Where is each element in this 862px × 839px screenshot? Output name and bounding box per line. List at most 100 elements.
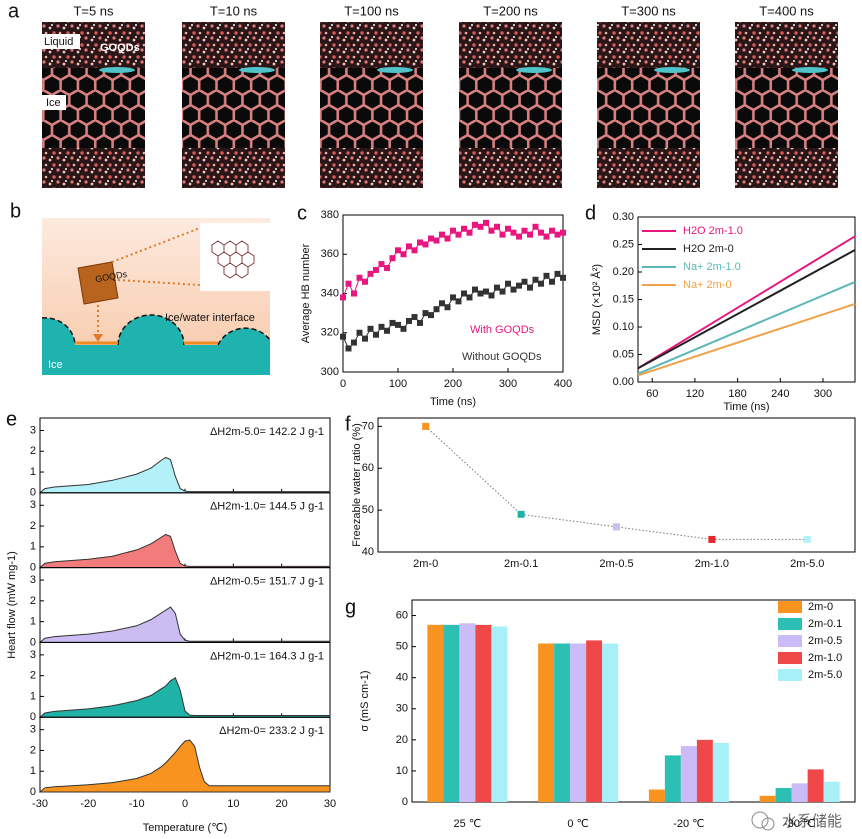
panel-letter: a [8, 0, 20, 22]
liquid-region [320, 148, 423, 188]
data-point [477, 290, 484, 297]
data-point [494, 284, 500, 291]
bar [664, 755, 681, 802]
interface-label: Ice/water interface [165, 312, 255, 324]
x-tick-label: 400 [554, 378, 572, 390]
y-tick-label: 2 [30, 670, 36, 682]
legend-swatch [778, 669, 802, 681]
dsc-curve [38, 676, 331, 718]
bar [759, 795, 776, 802]
y-tick-label: 340 [321, 287, 339, 299]
data-point [444, 235, 451, 242]
data-point [400, 325, 407, 332]
dsc-curve [38, 533, 331, 569]
data-point [373, 331, 379, 338]
y-tick-label: 2 [30, 595, 36, 607]
data-point [351, 290, 357, 297]
frame-title: T=400 ns [759, 3, 814, 18]
data-point [708, 535, 716, 543]
data-point [538, 280, 544, 287]
annotation: ΔH2m-0.5= 151.7 J g-1 [210, 576, 324, 588]
data-point [461, 225, 467, 232]
series-line [637, 249, 856, 370]
data-point [483, 288, 489, 295]
x-tick-label: 240 [771, 388, 789, 400]
x-tick-label: 300 [499, 378, 517, 390]
x-tick-label: -30 ℃ [784, 818, 815, 830]
data-point [356, 274, 363, 281]
data-point [422, 241, 429, 248]
label-bg [42, 34, 80, 49]
data-point [378, 323, 385, 330]
y-axis-label: σ (mS cm-1) [359, 670, 371, 731]
data-point [494, 223, 500, 230]
data-point [488, 227, 495, 234]
data-point [554, 270, 561, 277]
data-point [532, 276, 539, 283]
y-tick-label: 1 [30, 765, 36, 777]
data-point [362, 335, 368, 342]
y-tick-label: 3 [30, 724, 36, 736]
data-point [466, 294, 473, 301]
bar [775, 788, 792, 802]
x-tick-label: 30 [324, 798, 336, 810]
data-point [527, 231, 533, 238]
data-point [510, 229, 517, 236]
y-tick-label: 40 [396, 672, 408, 684]
frame-title: T=5 ns [73, 3, 114, 18]
data-point [433, 237, 440, 244]
data-point [466, 229, 473, 236]
y-tick-label: 380 [321, 209, 339, 221]
plot-frame [411, 599, 856, 803]
bar [602, 643, 619, 802]
plot-frame [377, 417, 856, 553]
y-tick-label: 50 [362, 504, 374, 516]
label-bg [42, 95, 66, 110]
watermark: 水系储能 [782, 813, 842, 830]
data-point [389, 319, 396, 326]
dsc-curve [38, 606, 331, 643]
liquid-region [459, 22, 562, 68]
data-point [400, 251, 407, 258]
ice-label: Ice [48, 359, 63, 371]
goqd-sheet [99, 67, 135, 73]
y-tick-label: 2 [30, 744, 36, 756]
data-point [516, 233, 522, 240]
data-point [345, 280, 352, 287]
liquid-region [597, 148, 700, 188]
data-point [450, 227, 456, 234]
data-point [543, 272, 550, 279]
series-line [425, 426, 808, 540]
x-tick-label: 2m-0 [413, 558, 438, 570]
bar [554, 643, 571, 802]
data-point [499, 231, 506, 238]
y-tick-label: 0.05 [613, 348, 634, 360]
bar [475, 624, 492, 802]
y-tick-label: 0.20 [613, 266, 634, 278]
liquid-region [735, 22, 838, 68]
plot-frame [342, 214, 564, 373]
data-point [428, 312, 434, 319]
liquid-label: Liquid [44, 36, 73, 48]
liquid-region [735, 148, 838, 188]
y-tick-label: 3 [30, 649, 36, 661]
legend-entry: 2m-0.1 [808, 618, 842, 630]
data-point [345, 345, 352, 352]
bar [696, 739, 713, 802]
data-point [395, 247, 401, 254]
y-tick-label: 0 [30, 786, 36, 798]
y-tick-label: 300 [321, 366, 339, 378]
legend-entry: With GOQDs [470, 324, 535, 336]
legend-entry: 2m-0.5 [808, 635, 842, 647]
data-point [549, 227, 555, 234]
data-point [384, 327, 390, 334]
data-point [613, 523, 620, 531]
bar [807, 769, 824, 802]
data-point [521, 227, 528, 234]
x-tick-label: 20 [276, 798, 288, 810]
y-tick-label: 1 [30, 616, 36, 628]
y-tick-label: 2 [30, 445, 36, 457]
legend-swatch [778, 652, 802, 664]
bar [570, 643, 587, 802]
ice-region [597, 68, 700, 148]
